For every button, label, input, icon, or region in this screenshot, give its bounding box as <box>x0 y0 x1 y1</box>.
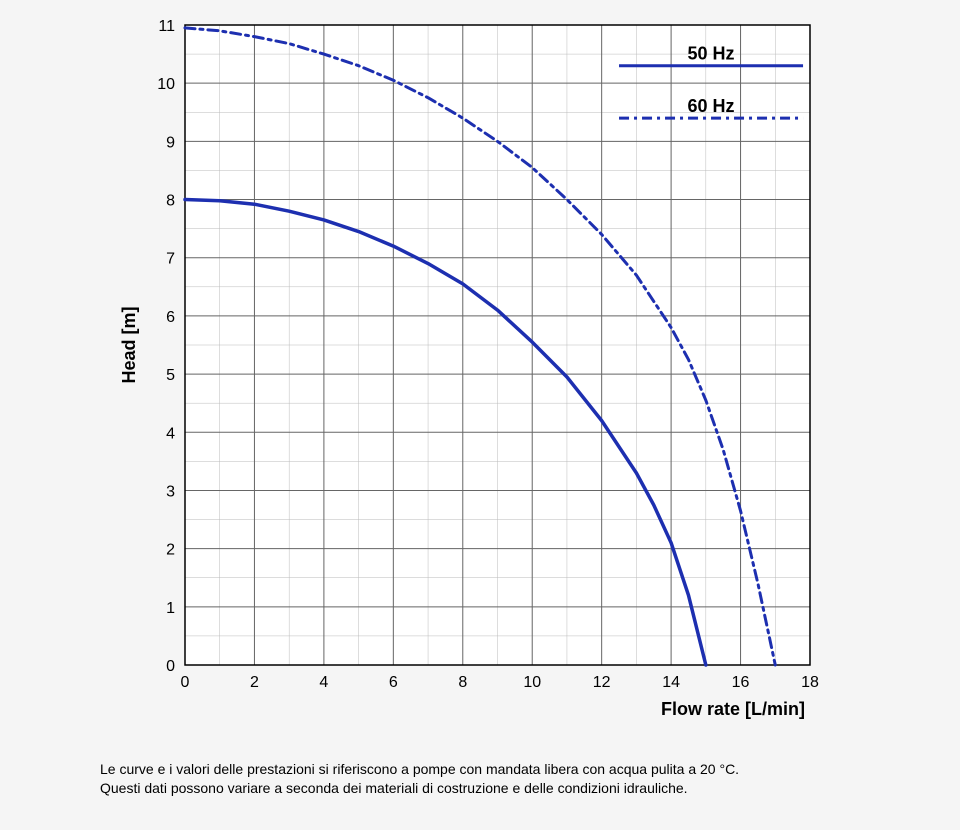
svg-text:18: 18 <box>801 674 819 691</box>
svg-text:7: 7 <box>166 251 175 268</box>
svg-text:4: 4 <box>319 674 328 691</box>
svg-text:3: 3 <box>166 483 175 500</box>
svg-text:6: 6 <box>389 674 398 691</box>
footer-line-2: Questi dati possono variare a seconda de… <box>100 779 880 798</box>
svg-text:2: 2 <box>250 674 259 691</box>
svg-text:Head [m]: Head [m] <box>119 306 139 383</box>
svg-text:10: 10 <box>157 76 175 93</box>
svg-text:0: 0 <box>166 658 175 675</box>
page: 02468101214161801234567891011Flow rate [… <box>0 0 960 830</box>
svg-text:Flow rate [L/min]: Flow rate [L/min] <box>661 699 805 719</box>
svg-text:8: 8 <box>166 193 175 210</box>
svg-text:10: 10 <box>523 674 541 691</box>
svg-text:5: 5 <box>166 367 175 384</box>
chart-svg: 02468101214161801234567891011Flow rate [… <box>110 10 870 740</box>
svg-text:8: 8 <box>458 674 467 691</box>
pump-curve-chart: 02468101214161801234567891011Flow rate [… <box>110 10 870 740</box>
svg-text:14: 14 <box>662 674 680 691</box>
svg-text:4: 4 <box>166 425 175 442</box>
footer-line-1: Le curve e i valori delle prestazioni si… <box>100 760 880 779</box>
svg-text:2: 2 <box>166 542 175 559</box>
svg-text:60 Hz: 60 Hz <box>688 96 735 116</box>
svg-text:11: 11 <box>158 18 175 35</box>
svg-text:0: 0 <box>181 674 190 691</box>
svg-text:50 Hz: 50 Hz <box>688 44 735 64</box>
svg-text:6: 6 <box>166 309 175 326</box>
svg-text:1: 1 <box>166 600 175 617</box>
svg-text:12: 12 <box>593 674 611 691</box>
svg-text:16: 16 <box>732 674 750 691</box>
footer-note: Le curve e i valori delle prestazioni si… <box>100 760 880 798</box>
svg-text:9: 9 <box>166 134 175 151</box>
